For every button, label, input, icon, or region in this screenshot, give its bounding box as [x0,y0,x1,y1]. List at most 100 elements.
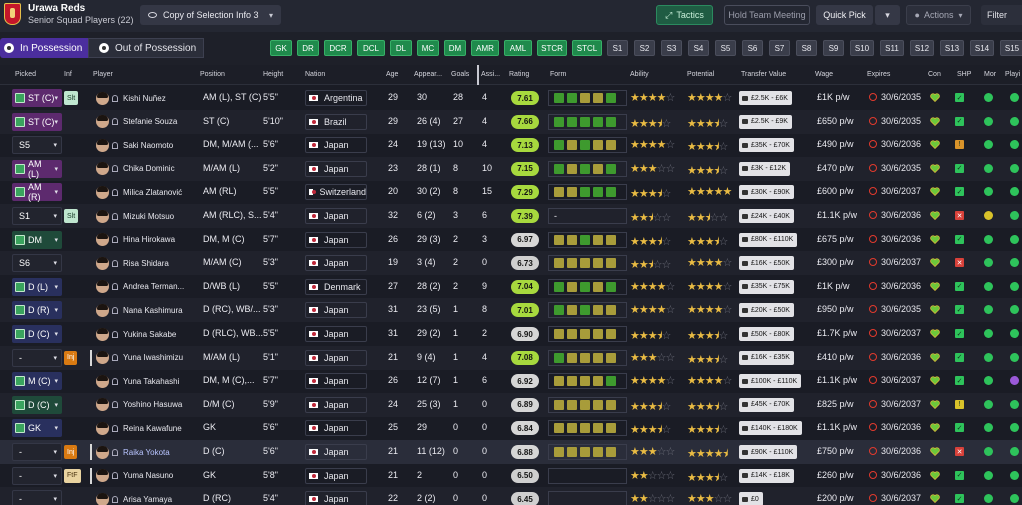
player-name-cell[interactable]: Nana Kashimura [96,302,191,318]
player-name-cell[interactable]: Kishi Nuñez [96,90,191,106]
player-name-cell[interactable]: Chika Dominic [96,161,191,177]
nation-cell[interactable]: Japan [305,373,367,390]
table-row[interactable]: S6 ▾ Risa Shidara M/AM (C) 5'3" Japan 19 3 (4) 2… [0,251,1022,276]
picked-select[interactable]: D (C) ▾ [12,325,62,343]
player-name[interactable]: Yuma Nasuno [123,471,174,481]
position-chip-dm[interactable]: DM [444,40,466,56]
nation-cell[interactable]: Japan [305,255,367,272]
table-row[interactable]: D (R) ▾ Nana Kashimura D (RC), WB/... 5'3" Ja… [0,298,1022,323]
player-name[interactable]: Reina Kawafune [123,423,182,433]
table-row[interactable]: D (C) ▾ Yoshino Hasuwa D/M (C) 5'9" Japan 24 25… [0,392,1022,417]
nation-cell[interactable]: Japan [305,326,367,342]
nation-cell[interactable]: Japan [305,420,367,437]
picked-select[interactable]: S1 ▾ [12,207,62,225]
player-name[interactable]: Raika Yokota [123,447,170,457]
col-appearances[interactable]: Appear... [414,71,443,78]
col-potential[interactable]: Potential [687,71,715,78]
player-name-cell[interactable]: Yoshino Hasuwa [96,397,191,413]
view-selector[interactable]: Copy of Selection Info 3 ▾ [140,5,281,25]
picked-select[interactable]: M (C) ▾ [12,372,62,391]
player-name-cell[interactable]: Milica Zlatanović [96,184,191,200]
col-height[interactable]: Height [263,71,284,78]
position-chip-mc[interactable]: MC [417,40,439,56]
player-name-cell[interactable]: Yuna Iwashimizu [96,350,191,366]
player-name-cell[interactable]: Hina Hirokawa [96,232,191,248]
nation-cell[interactable]: Switzerland [305,184,367,201]
quick-pick-button[interactable]: Quick Pick [816,5,873,25]
position-chip-s13[interactable]: S13 [940,40,964,56]
picked-select[interactable]: AM (L) ▾ [12,159,62,179]
table-row[interactable]: ST (C) ▾ Stefanie Souza ST (C) 5'10" Brazil 29… [0,109,1022,134]
table-row[interactable]: - ▾ Inj Raika Yokota D (C) 5'6" Japan 21 11 (12)… [0,440,1022,464]
position-chip-s9[interactable]: S9 [823,40,844,56]
table-row[interactable]: ST (C) ▾ Slt Kishi Nuñez AM (L), ST (C) 5'5" A… [0,86,1022,110]
position-chip-s6[interactable]: S6 [742,40,763,56]
player-name-cell[interactable]: Reina Kawafune [96,420,191,436]
player-name-cell[interactable]: Stefanie Souza [96,114,191,130]
position-chip-dcr[interactable]: DCR [324,40,352,56]
col-position[interactable]: Position [200,71,225,78]
player-name-cell[interactable]: Yuma Nasuno [96,468,191,484]
col-playing-time[interactable]: Playi [1005,71,1021,78]
table-row[interactable]: AM (L) ▾ Chika Dominic M/AM (L) 5'2" Japan 23 2… [0,156,1022,181]
player-name[interactable]: Milica Zlatanović [123,187,183,197]
nation-cell[interactable]: Japan [305,444,367,460]
nation-cell[interactable]: Japan [305,160,367,177]
picked-select[interactable]: GK ▾ [12,419,62,438]
picked-select[interactable]: - ▾ [12,348,62,367]
nation-cell[interactable]: Japan [305,467,367,484]
picked-select[interactable]: - ▾ [12,490,62,505]
col-wage[interactable]: Wage [815,71,834,78]
table-row[interactable]: - ▾ Arisa Yamaya D (RC) 5'4" Japan 22 2 (2) 0 0 6.… [0,487,1022,505]
player-name-cell[interactable]: Risa Shidara [96,255,191,271]
table-row[interactable]: M (C) ▾ Yuna Takahashi DM, M (C),... 5'7" Jap… [0,369,1022,393]
table-row[interactable]: S5 ▾ Saki Naomoto DM, M/AM (... 5'6" Japan 24 1… [0,133,1022,157]
player-name[interactable]: Stefanie Souza [123,117,178,127]
out-of-possession-tab[interactable]: Out of Possession [88,38,204,58]
position-chip-s7[interactable]: S7 [769,40,790,56]
position-chip-dr[interactable]: DR [297,40,319,56]
position-chip-dl[interactable]: DL [390,40,412,56]
position-chip-s11[interactable]: S11 [880,40,904,56]
tactics-button[interactable]: ⤢ Tactics [656,5,713,25]
position-chip-s8[interactable]: S8 [796,40,817,56]
player-name[interactable]: Nana Kashimura [123,305,183,315]
player-name-cell[interactable]: Yuna Takahashi [96,373,191,389]
table-row[interactable]: GK ▾ Reina Kawafune GK 5'6" Japan 25 29 0 0 6.84 ★★… [0,416,1022,440]
picked-select[interactable]: S6 ▾ [12,254,62,273]
table-row[interactable]: D (L) ▾ Andrea Terman... D/WB (L) 5'5" Denmar… [0,275,1022,299]
nation-cell[interactable]: Japan [305,231,367,248]
player-name-cell[interactable]: Raika Yokota [96,444,191,460]
position-chip-stcl[interactable]: STCL [572,40,602,56]
picked-select[interactable]: D (L) ▾ [12,277,62,296]
position-chip-s3[interactable]: S3 [661,40,682,56]
player-name-cell[interactable]: Andrea Terman... [96,279,191,295]
col-player[interactable]: Player [93,71,113,78]
col-con[interactable]: Con [928,71,941,78]
picked-select[interactable]: D (R) ▾ [12,301,62,320]
quick-pick-menu-button[interactable]: ▾ [875,5,900,25]
col-goals[interactable]: Goals [451,71,470,78]
position-chip-s12[interactable]: S12 [910,40,934,56]
filter-button[interactable]: Filter [981,5,1022,25]
player-name[interactable]: Hina Hirokawa [123,235,176,245]
position-chip-gk[interactable]: GK [270,40,292,56]
nation-cell[interactable]: Brazil [305,113,367,130]
player-name[interactable]: Kishi Nuñez [123,93,166,103]
nation-cell[interactable]: Japan [305,137,367,154]
nation-cell[interactable]: Japan [305,396,367,413]
position-chip-aml[interactable]: AML [504,40,532,56]
position-chip-s15[interactable]: S15 [1000,40,1022,56]
player-name-cell[interactable]: Yukina Sakabe [96,326,191,342]
table-row[interactable]: S1 ▾ Slt Mizuki Motsuo AM (RLC), S... 5'4" Jap… [0,204,1022,228]
picked-select[interactable]: DM ▾ [12,230,62,249]
position-chip-s14[interactable]: S14 [970,40,994,56]
col-age[interactable]: Age [386,71,399,78]
table-row[interactable]: - ▾ FtF Yuma Nasuno GK 5'8" Japan 21 2 0 0 6.50 ★★☆☆… [0,464,1022,488]
picked-select[interactable]: S5 ▾ [12,136,62,155]
hold-team-meeting-button[interactable]: Hold Team Meeting [724,5,810,25]
player-name-cell[interactable]: Saki Naomoto [96,137,191,153]
col-nation[interactable]: Nation [305,71,326,78]
actions-button[interactable]: ● Actions ▾ [906,5,971,25]
col-form[interactable]: Form [550,71,567,78]
